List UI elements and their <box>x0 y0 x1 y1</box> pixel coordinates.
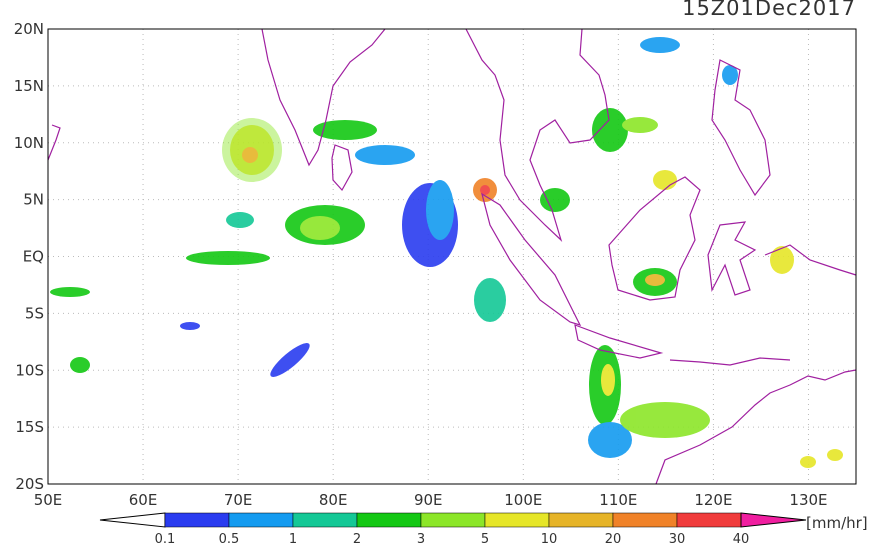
lon-label: 70E <box>224 491 253 509</box>
colorbar-label: 1 <box>289 532 297 544</box>
rain-cell <box>622 117 658 133</box>
colorbar-box <box>484 512 550 528</box>
rain-cell <box>426 180 454 240</box>
rain-cell <box>300 216 340 240</box>
coast-australia <box>655 369 857 485</box>
rain-cell <box>226 212 254 228</box>
colorbar-label: 10 <box>541 532 558 544</box>
title: 15Z01Dec2017 <box>682 0 856 20</box>
rain-cell <box>827 449 843 461</box>
rain-cell <box>722 65 738 85</box>
lon-label: 50E <box>34 491 63 509</box>
colorbar-box <box>164 512 230 528</box>
colorbar-box <box>612 512 678 528</box>
colorbar-label: 40 <box>733 532 750 544</box>
colorbar-label: 20 <box>605 532 622 544</box>
rain-cell <box>540 188 570 212</box>
coast-sunda <box>669 357 791 366</box>
coast-sulawesi <box>707 221 757 296</box>
coast-newguinea <box>764 244 857 276</box>
colorbar-label: 0.5 <box>219 532 240 544</box>
rain-cell <box>640 37 680 53</box>
lat-label: 20S <box>15 475 44 493</box>
lat-label: 15N <box>14 77 44 95</box>
rain-cell <box>480 185 490 195</box>
rain-cell <box>770 246 794 274</box>
coast-borneo <box>608 176 701 301</box>
rain-cell <box>355 145 415 165</box>
rain-cell <box>645 274 665 286</box>
colorbar-box <box>292 512 358 528</box>
lat-label: EQ <box>23 248 44 266</box>
coast-india <box>261 28 386 167</box>
colorbar-label: 2 <box>353 532 361 544</box>
lat-label: 10N <box>14 134 44 152</box>
lon-label: 100E <box>504 491 542 509</box>
lon-label: 90E <box>414 491 443 509</box>
colorbar-label: 5 <box>481 532 489 544</box>
lon-label: 60E <box>129 491 158 509</box>
rain-cell <box>592 108 628 152</box>
colorbar-label: 3 <box>417 532 425 544</box>
rain-cell <box>270 343 310 377</box>
coast-srilanka <box>331 144 353 192</box>
rain-cell <box>50 287 90 297</box>
lon-label: 80E <box>319 491 348 509</box>
colorbar-box <box>356 512 422 528</box>
coastlines <box>47 28 857 485</box>
colorbar-unit: [mm/hr] <box>806 514 868 532</box>
rain-cell <box>180 322 200 330</box>
grid <box>48 29 856 484</box>
rain-cell <box>620 402 710 438</box>
rain-cell <box>800 456 816 468</box>
rain-cell <box>242 147 258 163</box>
colorbar-box <box>676 512 742 528</box>
rain <box>50 37 843 468</box>
lon-label: 130E <box>789 491 827 509</box>
rain-cell <box>588 422 632 458</box>
lon-label: 120E <box>694 491 732 509</box>
lat-label: 5S <box>25 304 44 322</box>
coast-philippines <box>711 59 771 197</box>
lat-label: 15S <box>15 418 44 436</box>
lat-label: 10S <box>15 361 44 379</box>
rain-cell <box>313 120 377 140</box>
rain-cell <box>653 170 677 190</box>
colorbar-high <box>740 512 807 528</box>
colorbar-label: 30 <box>669 532 686 544</box>
rain-cell <box>186 251 270 265</box>
rain-cell <box>601 364 615 396</box>
coast-indochina <box>465 28 610 242</box>
colorbar-box <box>548 512 614 528</box>
colorbar-box <box>420 512 486 528</box>
colorbar: 0.1 0.5 1 2 3 5 10 20 30 40 <box>99 512 807 547</box>
lon-label: 110E <box>599 491 637 509</box>
colorbar-low <box>99 512 166 528</box>
coast-africa <box>47 124 61 161</box>
coast-sumatra <box>481 192 582 326</box>
rain-cell <box>70 357 90 373</box>
map-frame <box>47 28 857 485</box>
lat-label: 5N <box>23 191 44 209</box>
rain-cell <box>474 278 506 322</box>
colorbar-box <box>228 512 294 528</box>
colorbar-label: 0.1 <box>155 532 176 544</box>
coast-java <box>574 324 664 359</box>
lat-label: 20N <box>14 20 44 38</box>
